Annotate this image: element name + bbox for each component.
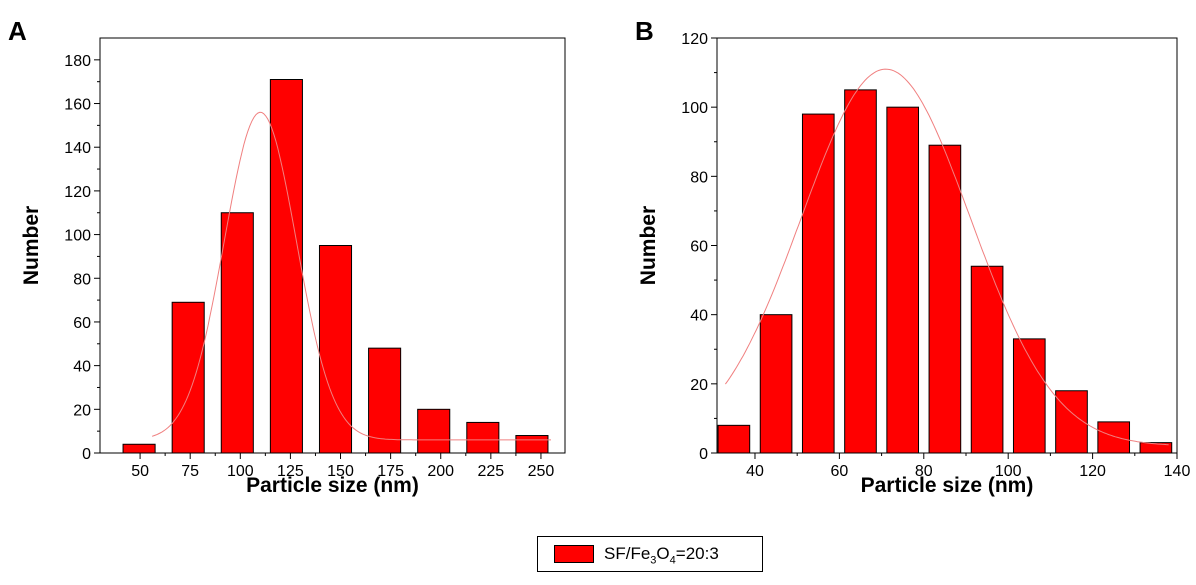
x-tick-label-a-3: 125 [277,463,304,480]
y-tick-label-b-5: 100 [681,100,708,117]
bars-b [717,89,1173,453]
x-tick-label-b-0: 40 [746,463,764,480]
bar-b-4 [886,106,920,453]
chart-panel-b: 0 20 40 60 80 100 120 40 60 80 100 120 140 Particle s… [635,16,1190,497]
x-tick-label-a-0: 50 [131,463,149,480]
plot-frame-a [99,37,566,454]
bar-b-7 [1012,338,1046,453]
bar-a-5 [368,347,402,453]
bar-a-0 [122,443,156,453]
y-tick-label-a-2: 40 [73,359,91,376]
y-tick-label-a-1: 20 [73,402,91,419]
bar-b-0 [717,424,751,453]
y-tick-label-a-0: 0 [82,446,91,463]
y-axis-title-a: Number [20,206,43,285]
x-tick-label-b-5: 140 [1164,463,1191,480]
chart-panel-a: 0 20 40 60 80 100 120 140 160 180 50 75 100 125 150 175… [8,16,566,497]
bar-b-10 [1139,442,1173,453]
bar-a-1 [171,301,205,453]
y-tick-label-a-9: 180 [64,53,91,70]
x-tick-label-a-8: 250 [528,463,555,480]
y-tick-label-a-4: 80 [73,271,91,288]
bar-b-6 [970,265,1004,453]
bars-a [122,79,565,453]
panel-label-b: B [635,16,654,46]
y-tick-label-b-0: 0 [699,446,708,463]
x-tick-label-a-7: 225 [477,463,504,480]
bar-b-2 [801,113,835,453]
y-tick-label-a-3: 60 [73,315,91,332]
y-axis-title-b: Number [637,206,660,285]
panel-label-a: A [8,16,27,46]
fit-curve-b [724,68,1169,446]
x-tick-label-a-5: 175 [377,463,404,480]
y-tick-label-b-4: 80 [690,169,708,186]
x-tick-label-b-4: 120 [1079,463,1106,480]
x-tick-label-a-4: 150 [327,463,354,480]
x-axis-title-a: Particle size (nm) [246,474,419,497]
y-tick-label-b-1: 20 [690,377,708,394]
y-tick-label-a-7: 140 [64,140,91,157]
legend: SF/Fe3O4=20:3 [537,536,763,572]
y-tick-label-b-6: 120 [681,31,708,48]
fit-curve-a [151,111,551,441]
legend-label: SF/Fe3O4=20:3 [604,544,719,567]
bar-b-8 [1055,390,1088,453]
y-tick-label-a-5: 100 [64,228,91,245]
x-tick-label-a-6: 200 [427,463,454,480]
x-tick-label-a-1: 75 [181,463,199,480]
bar-b-5 [928,144,962,453]
x-tick-label-b-1: 60 [830,463,848,480]
bar-b-9 [1097,421,1131,453]
x-tick-label-b-2: 80 [915,463,933,480]
bar-b-3 [844,89,877,453]
bar-a-4 [318,245,353,453]
y-tick-label-b-2: 40 [690,308,708,325]
bar-a-7 [466,421,500,453]
x-axis-title-b: Particle size (nm) [861,474,1034,497]
y-tick-label-b-3: 60 [690,239,708,256]
y-tick-label-a-6: 120 [64,184,91,201]
bar-a-9 [564,450,565,453]
x-tick-label-a-2: 100 [227,463,254,480]
bar-a-2 [220,212,254,453]
legend-swatch [554,545,594,563]
bar-b-1 [759,314,793,453]
x-tick-label-b-3: 100 [995,463,1022,480]
bar-a-3 [269,79,303,453]
bar-a-6 [417,408,451,453]
bar-a-8 [515,435,549,453]
y-tick-label-a-8: 160 [64,97,91,114]
